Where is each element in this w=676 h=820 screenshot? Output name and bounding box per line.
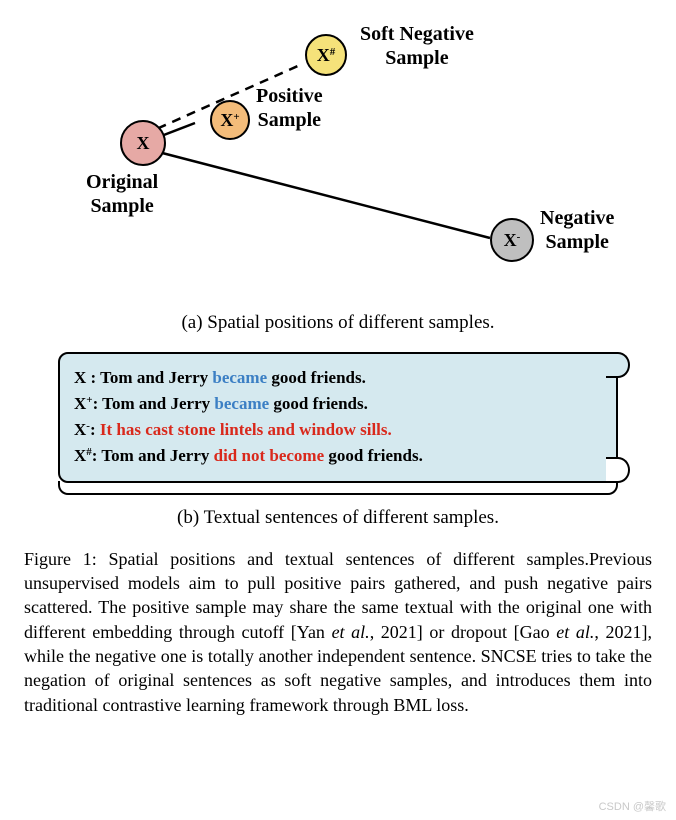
- sentence-xp: X+: Tom and Jerry became good friends.: [74, 393, 602, 416]
- label-negative: NegativeSample: [540, 206, 614, 254]
- figure-caption-lead: Figure 1:: [24, 549, 97, 569]
- node-positive-text: X+: [220, 110, 239, 131]
- label-soft-negative: Soft NegativeSample: [360, 22, 474, 70]
- sentence-box: X : Tom and Jerry became good friends. X…: [58, 352, 618, 483]
- figure-1-caption: Figure 1: Spatial positions and textual …: [0, 547, 676, 717]
- caption-a: (a) Spatial positions of different sampl…: [0, 312, 676, 334]
- caption-b: (b) Textual sentences of different sampl…: [0, 507, 676, 529]
- sentence-xh: X#: Tom and Jerry did not become good fr…: [74, 445, 602, 468]
- node-original-text: X: [137, 133, 150, 154]
- node-original: X: [120, 120, 166, 166]
- node-positive: X+: [210, 100, 250, 140]
- cite-1: et al.: [332, 622, 370, 642]
- watermark-text: CSDN @馨歌: [599, 798, 666, 814]
- label-original: OriginalSample: [86, 170, 158, 218]
- sentence-scroll: X : Tom and Jerry became good friends. X…: [58, 352, 618, 495]
- edge-orig-neg: [143, 148, 490, 238]
- node-softneg-text: X#: [317, 45, 336, 66]
- node-soft-negative: X#: [305, 34, 347, 76]
- scroll-bottom-edge: [58, 481, 618, 495]
- node-negative: X-: [490, 218, 534, 262]
- sentence-x: X : Tom and Jerry became good friends.: [74, 367, 602, 390]
- figure-caption-mid1: , 2021] or dropout [Gao: [370, 622, 557, 642]
- sentence-xn: X-: It has cast stone lintels and window…: [74, 419, 602, 442]
- node-negative-text: X-: [504, 230, 521, 251]
- figure-container: X X+ X# X- OriginalSample PositiveSample…: [0, 0, 676, 717]
- label-positive: PositiveSample: [256, 84, 323, 132]
- spatial-diagram: X X+ X# X- OriginalSample PositiveSample…: [0, 0, 676, 300]
- cite-2: et al.: [556, 622, 594, 642]
